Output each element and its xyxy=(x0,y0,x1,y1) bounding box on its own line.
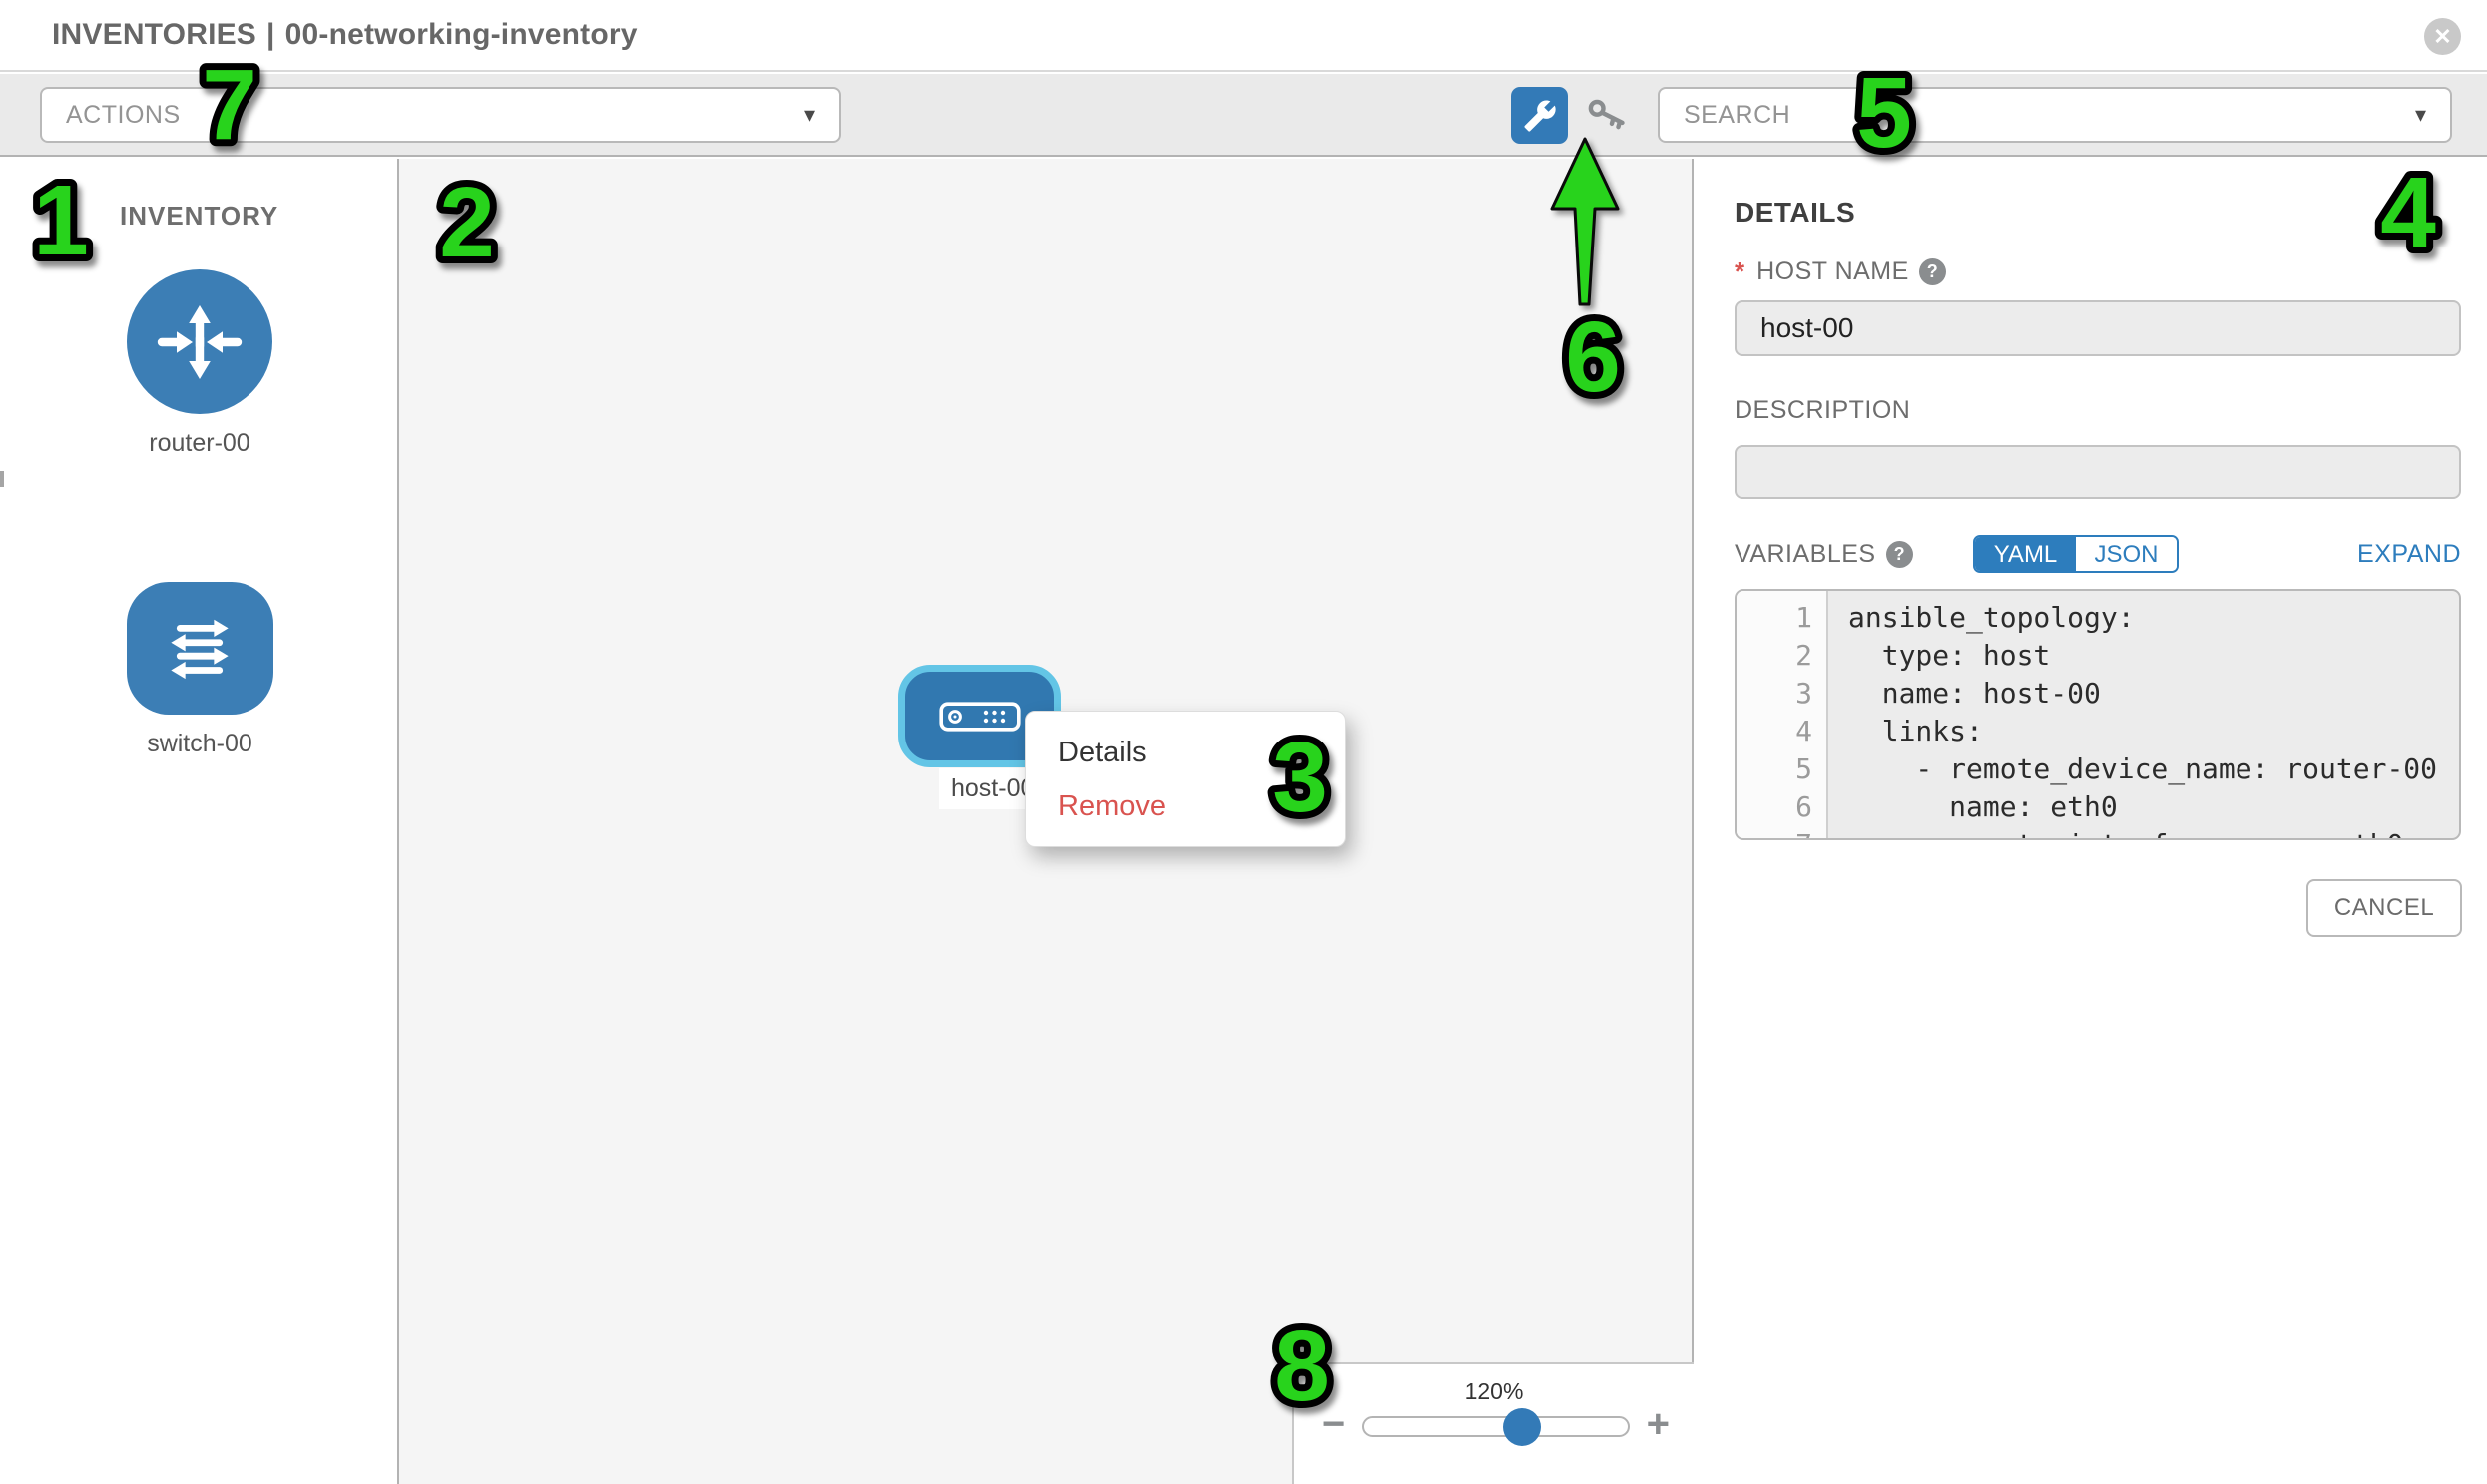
help-icon[interactable]: ? xyxy=(1918,258,1946,285)
host-name-label-row: * HOST NAME ? xyxy=(1735,256,1946,287)
actions-dropdown-label: ACTIONS xyxy=(66,100,181,129)
code-line: name: host-00 xyxy=(1848,677,2101,710)
line-number: 7 xyxy=(1737,826,1826,838)
modal-header: INVENTORIES | 00-networking-inventory ✕ xyxy=(0,0,2487,72)
details-panel: DETAILS * HOST NAME ? DESCRIPTION VARIAB… xyxy=(1699,159,2487,1484)
context-menu-item-details[interactable]: Details xyxy=(1058,737,1147,768)
palette-item-switch[interactable]: switch-00 xyxy=(0,582,399,758)
page-title-inventory-name: 00-networking-inventory xyxy=(284,18,638,51)
code-line: ansible_topology: xyxy=(1848,601,2135,634)
variables-label: VARIABLES xyxy=(1735,540,1876,568)
zoom-slider-knob[interactable] xyxy=(1503,1408,1542,1446)
host-server-icon xyxy=(938,701,1021,732)
line-number: 2 xyxy=(1795,639,1812,672)
content-row: INVENTORY router-00 xyxy=(0,159,2487,1484)
page-title-section: INVENTORIES xyxy=(52,18,257,51)
key-credentials-button[interactable] xyxy=(1583,93,1629,139)
expand-link[interactable]: EXPAND xyxy=(2357,540,2461,568)
topology-toolbar: ACTIONS ▾ SEARCH ▾ xyxy=(0,74,2487,157)
switch-icon xyxy=(126,582,273,715)
search-dropdown-label: SEARCH xyxy=(1684,100,1791,129)
description-input[interactable] xyxy=(1735,445,2461,499)
json-toggle-button[interactable]: JSON xyxy=(2076,537,2177,571)
palette-heading: INVENTORY xyxy=(120,201,279,231)
cancel-button[interactable]: CANCEL xyxy=(2306,879,2462,937)
host-name-input[interactable] xyxy=(1735,300,2461,356)
zoom-level-value: 120% xyxy=(1464,1378,1524,1404)
variables-row: VARIABLES ? YAML JSON EXPAND xyxy=(1735,535,2461,573)
required-marker: * xyxy=(1735,256,1745,286)
wrench-icon xyxy=(1523,100,1556,132)
palette-item-label: router-00 xyxy=(149,429,250,457)
inventory-palette: INVENTORY router-00 xyxy=(0,159,399,1484)
description-label-row: DESCRIPTION xyxy=(1735,396,1910,425)
host-name-label: HOST NAME xyxy=(1756,257,1909,285)
context-menu-item-remove[interactable]: Remove xyxy=(1058,790,1166,822)
key-icon xyxy=(1588,99,1625,130)
zoom-control-panel: 120% − + xyxy=(1292,1362,1694,1484)
palette-item-label: switch-00 xyxy=(147,730,252,757)
zoom-in-button[interactable]: + xyxy=(1646,1402,1670,1446)
line-number-gutter: 1 2 3 4 5 6 7 xyxy=(1737,591,1828,838)
configure-tools-button[interactable] xyxy=(1511,87,1568,144)
line-number: 1 xyxy=(1795,601,1812,634)
code-line: links: xyxy=(1848,715,1983,747)
zoom-out-button[interactable]: − xyxy=(1322,1402,1346,1446)
code-line: - remote_device_name: router-00 xyxy=(1848,752,2438,785)
page-title: INVENTORIES | 00-networking-inventory xyxy=(52,18,638,52)
palette-item-router[interactable]: router-00 xyxy=(0,269,399,458)
description-label: DESCRIPTION xyxy=(1735,396,1911,424)
title-separator: | xyxy=(266,18,275,51)
scrollbar-thumb[interactable] xyxy=(0,471,4,487)
variables-format-toggle: YAML JSON xyxy=(1973,535,2179,573)
actions-dropdown[interactable]: ACTIONS ▾ xyxy=(40,87,841,143)
line-number: 6 xyxy=(1795,790,1812,823)
chevron-down-icon: ▾ xyxy=(803,102,815,127)
code-line: remote_interface_name: eth0 xyxy=(1848,826,2459,838)
zoom-slider-track[interactable] xyxy=(1362,1408,1630,1446)
chevron-down-icon: ▾ xyxy=(2414,102,2426,127)
search-dropdown[interactable]: SEARCH ▾ xyxy=(1658,87,2452,143)
line-number: 5 xyxy=(1795,752,1812,785)
topology-canvas[interactable]: host-00 Details Remove 120% − + xyxy=(399,159,1694,1484)
yaml-toggle-button[interactable]: YAML xyxy=(1975,537,2076,571)
line-number: 4 xyxy=(1795,715,1812,747)
line-number: 3 xyxy=(1795,677,1812,710)
help-icon[interactable]: ? xyxy=(1885,541,1913,568)
close-icon[interactable]: ✕ xyxy=(2424,18,2461,55)
code-line: name: eth0 xyxy=(1848,790,2118,823)
node-context-menu: Details Remove xyxy=(1025,711,1346,847)
variables-code-editor[interactable]: 1 2 3 4 5 6 7 ansible_topology: type: ho… xyxy=(1735,589,2461,840)
code-area: ansible_topology: type: host name: host-… xyxy=(1830,591,2459,838)
details-heading: DETAILS xyxy=(1735,197,1856,228)
router-icon xyxy=(127,269,272,414)
code-line: type: host xyxy=(1848,639,2051,672)
